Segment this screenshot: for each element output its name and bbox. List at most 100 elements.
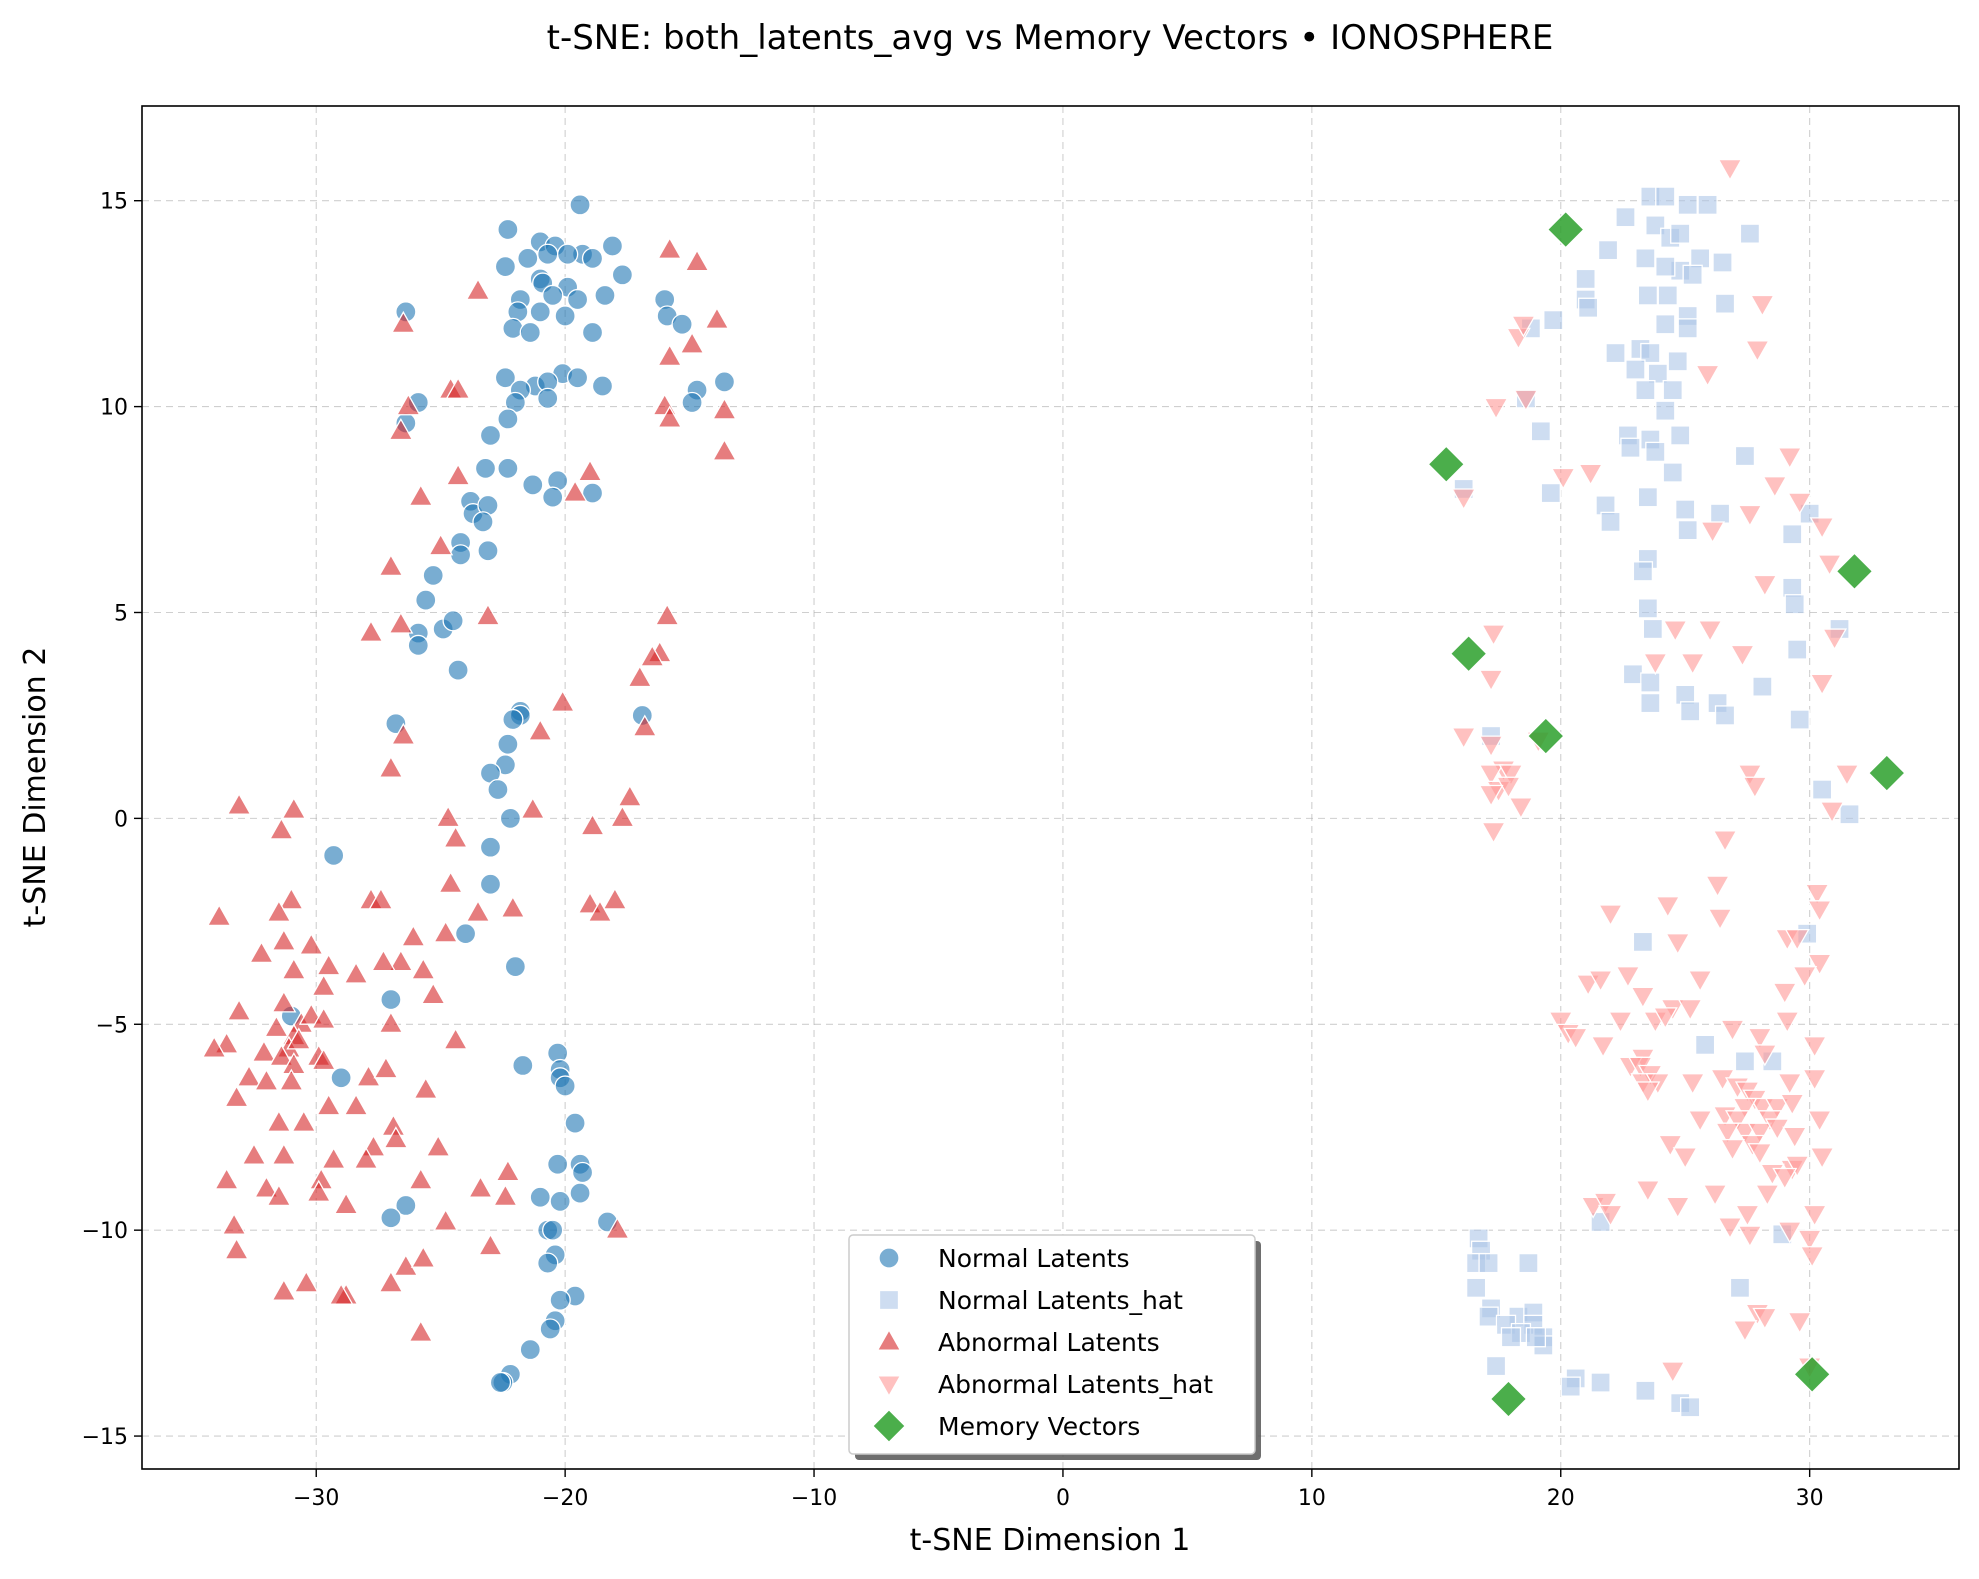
data-point <box>542 486 564 508</box>
x-tick-label: −20 <box>542 1486 588 1511</box>
data-point <box>378 553 404 577</box>
data-point <box>497 218 519 241</box>
x-tick-label: 20 <box>1547 1486 1575 1511</box>
data-point <box>1717 1217 1743 1240</box>
data-point <box>1607 1011 1634 1034</box>
data-point <box>1605 342 1626 364</box>
data-point <box>271 990 297 1013</box>
data-point <box>657 343 683 366</box>
data-point <box>1707 908 1733 931</box>
data-point <box>373 1056 399 1079</box>
data-point <box>554 305 576 327</box>
data-point <box>206 903 232 927</box>
data-point <box>415 589 437 611</box>
data-point <box>657 236 683 259</box>
data-point <box>298 932 324 955</box>
data-point <box>1719 1138 1746 1162</box>
data-point <box>1508 797 1534 820</box>
data-point <box>1747 1143 1773 1166</box>
data-point <box>1478 764 1504 787</box>
data-point <box>1598 1204 1624 1228</box>
x-axis: −30 −20 −10 0 10 20 30 <box>293 1469 1824 1511</box>
data-point <box>266 1183 292 1207</box>
data-point <box>1747 1122 1773 1145</box>
data-point <box>266 899 292 922</box>
data-point <box>487 778 509 801</box>
data-point <box>1752 1307 1778 1330</box>
data-point <box>1782 524 1803 545</box>
data-point <box>1670 223 1691 244</box>
data-point <box>408 1319 434 1342</box>
data-point <box>1729 1277 1751 1298</box>
legend-label: Normal Latents_hat <box>938 1286 1183 1315</box>
data-point <box>1802 1204 1828 1228</box>
data-point <box>1677 194 1698 215</box>
data-point <box>467 1175 494 1198</box>
data-point <box>400 924 426 947</box>
data-points <box>201 158 1906 1418</box>
data-point <box>378 1270 404 1293</box>
data-point <box>1655 896 1681 919</box>
data-point <box>1525 1327 1547 1348</box>
data-point <box>1593 1192 1619 1215</box>
y-tick-label: 5 <box>114 601 128 626</box>
data-point <box>1784 1155 1810 1178</box>
data-point <box>1687 1110 1713 1133</box>
data-point <box>1548 1011 1574 1034</box>
data-point <box>1451 488 1477 511</box>
data-point <box>1834 764 1860 787</box>
data-point <box>465 277 491 301</box>
data-point <box>445 463 471 486</box>
data-point <box>1478 669 1504 692</box>
data-point <box>263 1015 289 1038</box>
data-point <box>522 474 544 496</box>
data-point <box>477 540 499 562</box>
data-point <box>1615 207 1636 228</box>
data-point <box>1729 644 1755 667</box>
x-tick-label: −10 <box>791 1486 837 1511</box>
data-point <box>1546 210 1585 249</box>
data-point <box>657 405 683 428</box>
x-tick-label: 10 <box>1298 1486 1326 1511</box>
data-point <box>388 417 414 441</box>
data-point <box>1645 215 1666 236</box>
data-point <box>1632 561 1654 582</box>
data-point <box>413 1076 439 1099</box>
data-point <box>679 331 705 354</box>
data-point <box>494 255 517 278</box>
data-point <box>1635 379 1656 401</box>
data-point <box>1737 1225 1763 1248</box>
data-point <box>278 1068 304 1091</box>
data-point <box>293 1270 319 1293</box>
data-point <box>388 611 414 634</box>
data-point <box>1822 628 1848 651</box>
data-point <box>316 953 342 976</box>
data-point <box>1637 598 1659 619</box>
data-point <box>1483 397 1509 420</box>
y-axis: −15 −10 −5 0 5 10 15 <box>82 190 142 1450</box>
data-point <box>594 284 616 307</box>
data-point <box>1811 779 1833 800</box>
data-point <box>407 634 429 657</box>
y-tick-label: −15 <box>82 1425 128 1450</box>
data-point <box>1680 1397 1701 1418</box>
data-point <box>1682 264 1703 285</box>
data-point <box>1577 297 1599 318</box>
data-point <box>601 235 624 257</box>
data-point <box>1680 1073 1706 1096</box>
data-point <box>1809 1147 1835 1170</box>
data-point <box>1530 421 1551 442</box>
data-point <box>271 1142 297 1165</box>
data-point <box>1777 1221 1803 1244</box>
data-point <box>1789 709 1810 730</box>
data-point <box>278 887 304 910</box>
data-point <box>527 718 553 741</box>
data-point <box>1662 379 1683 401</box>
data-point <box>1665 933 1691 956</box>
data-point <box>1717 158 1743 182</box>
data-point <box>1598 904 1624 927</box>
data-point <box>1622 664 1644 685</box>
data-point <box>1667 351 1688 372</box>
legend-marker <box>876 1375 902 1398</box>
y-tick-label: −5 <box>96 1013 128 1038</box>
